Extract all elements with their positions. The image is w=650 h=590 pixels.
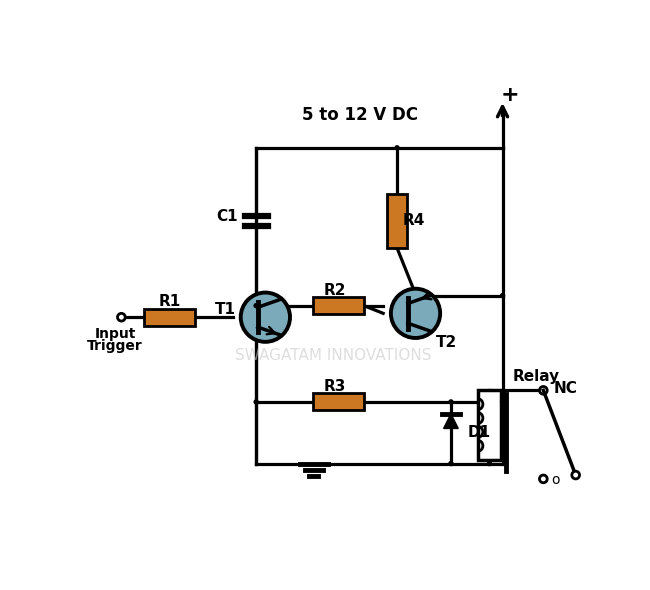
Text: Relay: Relay — [513, 369, 560, 384]
Bar — [144, 309, 195, 326]
Text: Input: Input — [94, 327, 136, 341]
Text: R3: R3 — [324, 379, 346, 394]
Text: o: o — [551, 473, 560, 487]
Text: R2: R2 — [324, 283, 346, 298]
Circle shape — [240, 293, 290, 342]
Circle shape — [540, 475, 547, 483]
Bar — [387, 194, 407, 248]
Text: 5 to 12 V DC: 5 to 12 V DC — [302, 106, 418, 124]
Bar — [313, 394, 364, 411]
Text: C1: C1 — [216, 209, 238, 224]
Text: T1: T1 — [214, 302, 236, 317]
Text: T2: T2 — [436, 335, 457, 350]
Circle shape — [500, 293, 505, 299]
Text: +: + — [501, 86, 519, 106]
Circle shape — [395, 145, 400, 150]
Circle shape — [500, 399, 505, 405]
Circle shape — [118, 313, 125, 321]
Circle shape — [487, 461, 492, 466]
Circle shape — [540, 386, 547, 394]
Text: NC: NC — [554, 381, 578, 396]
Polygon shape — [443, 414, 458, 428]
Circle shape — [254, 399, 259, 405]
Circle shape — [448, 399, 454, 405]
Text: R4: R4 — [403, 214, 425, 228]
Bar — [478, 391, 501, 460]
Text: D1: D1 — [468, 425, 491, 440]
Circle shape — [572, 471, 580, 479]
Text: SWAGATAM INNOVATIONS: SWAGATAM INNOVATIONS — [235, 348, 432, 363]
Bar — [313, 297, 364, 314]
Text: Trigger: Trigger — [87, 339, 143, 353]
Circle shape — [254, 303, 259, 309]
Text: R1: R1 — [159, 294, 181, 309]
Circle shape — [391, 289, 440, 338]
Circle shape — [448, 461, 454, 466]
